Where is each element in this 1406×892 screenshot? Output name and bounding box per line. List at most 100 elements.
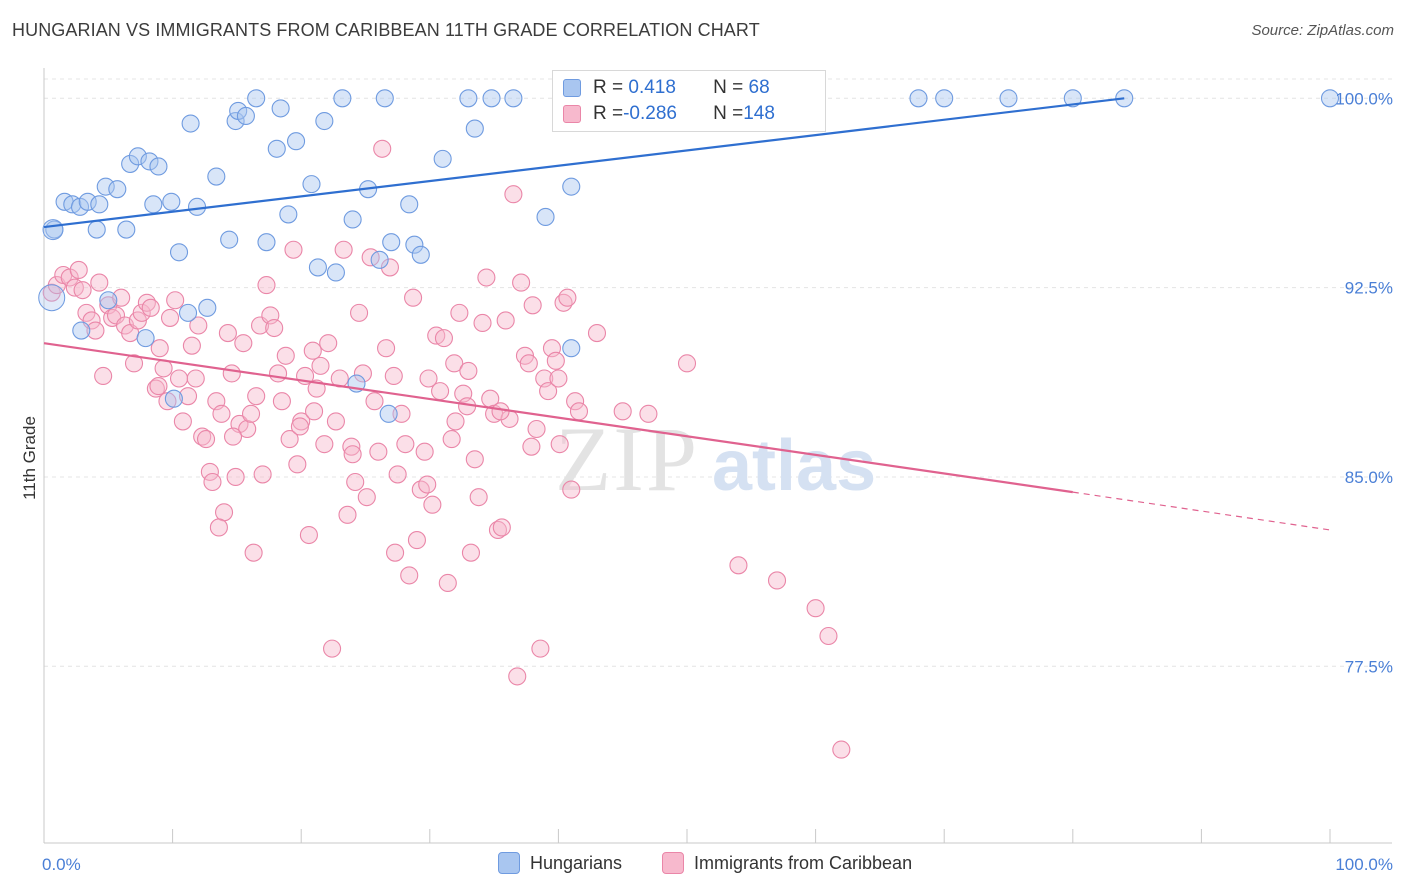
caribbean-point	[531, 639, 550, 658]
caribbean-point	[386, 543, 405, 562]
caribbean-point	[469, 488, 488, 507]
caribbean-point	[729, 556, 748, 575]
hungarian-point	[108, 180, 127, 199]
caribbean-point	[508, 667, 527, 686]
caribbean-point	[569, 402, 589, 421]
tick-labels: 77.5% 85.0% 92.5% 100.0% 0.0% 100.0% 11th Grad…	[20, 89, 1393, 874]
legend-n-value: 148	[743, 103, 775, 124]
caribbean-point	[69, 260, 88, 280]
hungarian-point	[38, 284, 66, 312]
caribbean-point	[342, 437, 361, 456]
caribbean-point	[311, 356, 330, 375]
source-label: Source: ZipAtlas.com	[1251, 22, 1394, 39]
caribbean-point	[353, 364, 372, 383]
hungarian-point	[72, 321, 91, 340]
hungarian-point	[187, 197, 207, 216]
caribbean-point	[218, 324, 237, 343]
legend-n-label: N =	[713, 103, 744, 124]
y-tick-label: 85.0%	[1345, 468, 1393, 487]
hungarian-point	[400, 195, 419, 214]
hungarian-point	[375, 89, 394, 108]
caribbean-point	[400, 566, 419, 585]
caribbean-point	[549, 369, 568, 388]
hungarian-point	[271, 99, 290, 118]
hungarian-point	[117, 220, 136, 239]
caribbean-point	[392, 404, 411, 423]
hungarian-point	[220, 230, 239, 249]
caribbean-point	[86, 321, 105, 340]
legend-r-label: R =	[593, 103, 624, 124]
hungarian-point	[909, 89, 928, 108]
caribbean-point	[203, 472, 222, 492]
hungarian-point	[87, 220, 106, 239]
caribbean-point	[196, 430, 216, 449]
caribbean-point	[419, 369, 438, 388]
caribbean-point	[473, 313, 492, 333]
correlation-legend: R = 0.418 N = 68 R = -0.286 N = 148	[552, 70, 826, 132]
hungarian-point	[935, 89, 954, 108]
caribbean-point	[418, 475, 437, 494]
caribbean-point	[222, 364, 241, 383]
caribbean-point	[253, 465, 272, 484]
legend-label-caribbean: Immigrants from Caribbean	[694, 852, 913, 873]
caribbean-point	[566, 392, 585, 411]
caribbean-point	[512, 273, 531, 292]
hungarian-point	[128, 147, 147, 166]
caribbean-point	[388, 465, 407, 484]
trend-line-caribbean	[43, 342, 1073, 494]
caribbean-point	[173, 412, 192, 431]
legend-swatch-caribbean	[662, 852, 684, 874]
caribbean-point	[461, 543, 481, 562]
x-tick-label: 100.0%	[1335, 855, 1393, 874]
legend-swatch-caribbean	[563, 105, 581, 123]
caribbean-point	[146, 379, 165, 398]
caribbean-point	[491, 402, 510, 421]
legend-swatch-hungarians	[563, 79, 581, 97]
caribbean-point	[365, 392, 384, 411]
hungarian-point	[382, 233, 401, 252]
trend-line-hungarians	[43, 97, 1125, 229]
caribbean-point	[438, 573, 457, 593]
hungarian-point	[370, 250, 389, 269]
hungarian-point	[247, 89, 266, 108]
caribbean-point	[244, 543, 263, 562]
caribbean-point	[214, 503, 234, 522]
caribbean-point	[290, 417, 309, 436]
caribbean-point	[459, 361, 478, 380]
caribbean-point	[546, 351, 565, 370]
caribbean-point	[288, 455, 307, 474]
caribbean-point	[431, 382, 450, 401]
caribbean-point	[346, 472, 365, 492]
caribbean-point	[299, 525, 318, 545]
caribbean-point	[124, 354, 144, 373]
caribbean-point	[315, 435, 334, 454]
hungarian-point	[379, 404, 398, 423]
caribbean-point	[90, 273, 109, 292]
caribbean-point	[522, 437, 541, 456]
y-tick-label: 100.0%	[1335, 89, 1393, 108]
legend-r-value: -0.286	[623, 103, 677, 124]
hungarian-point	[149, 157, 168, 176]
caribbean-point	[434, 329, 453, 348]
hungarian-point	[343, 210, 362, 229]
legend-row-hungarians: R = 0.418 N = 68	[563, 75, 770, 101]
caribbean-point	[539, 382, 558, 401]
legend-label-hungarians: Hungarians	[530, 852, 623, 873]
hungarian-point	[162, 192, 181, 211]
caribbean-point	[247, 387, 266, 406]
caribbean-point	[209, 518, 228, 537]
hungarian-point	[536, 207, 555, 226]
caribbean-point	[334, 240, 353, 259]
caribbean-point	[527, 419, 546, 439]
hungarian-point	[315, 111, 334, 131]
caribbean-point	[265, 318, 284, 338]
caribbean-point	[819, 626, 838, 646]
caribbean-point	[357, 488, 376, 507]
trend-line-caribbean-extension	[1072, 491, 1331, 531]
caribbean-point	[404, 288, 423, 307]
watermark-atlas: atlas	[712, 426, 876, 506]
legend-n-value: 68	[743, 77, 770, 98]
hungarian-point	[236, 106, 255, 126]
caribbean-point	[94, 366, 113, 386]
